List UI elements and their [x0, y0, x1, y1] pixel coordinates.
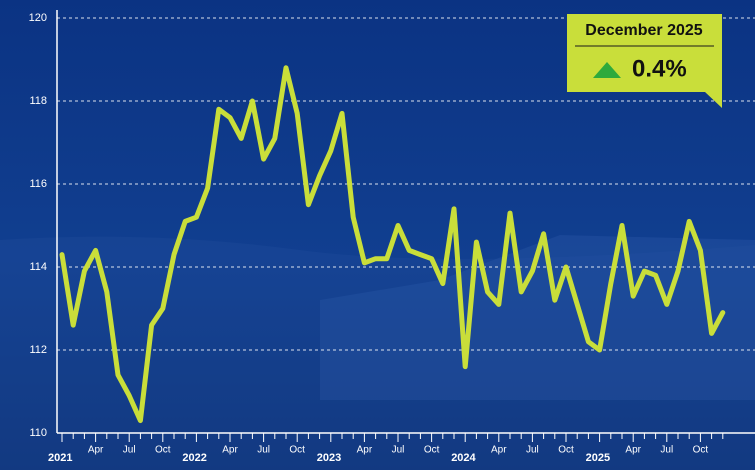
x-tick-label: 2024 [451, 452, 476, 464]
x-tick-label: Oct [155, 445, 171, 456]
callout-title: December 2025 [585, 22, 703, 39]
y-tick-label: 114 [29, 261, 47, 273]
x-tick-label: Apr [625, 445, 641, 456]
callout-box [567, 14, 722, 108]
up-arrow [593, 62, 621, 78]
callout: December 2025 0.4% [567, 14, 722, 108]
x-tick-label: 2023 [317, 452, 341, 464]
data-line [59, 65, 726, 424]
background-hills [0, 236, 755, 470]
x-tick-label: Apr [491, 445, 507, 456]
x-tick-label: 2025 [586, 452, 610, 464]
x-tick-label: Apr [357, 445, 373, 456]
x-tick-label: Oct [558, 445, 574, 456]
x-tick-label: Oct [693, 445, 709, 456]
callout-change: 0.4% [632, 55, 687, 82]
x-tick-label: Oct [289, 445, 305, 456]
x-tick-label: 2021 [48, 452, 72, 464]
x-tick-label: Jul [123, 445, 136, 456]
x-tick-label: Jul [660, 445, 673, 456]
x-tick-label: Jul [526, 445, 539, 456]
x-tick-label: 2022 [182, 452, 206, 464]
y-tick-label: 110 [29, 427, 47, 439]
x-tick-label: Jul [392, 445, 405, 456]
x-tick-label: Oct [424, 445, 440, 456]
y-tick-label: 112 [29, 344, 47, 356]
x-tick-label: Apr [222, 445, 238, 456]
y-tick-label: 116 [29, 178, 47, 190]
y-tick-label: 120 [29, 12, 47, 24]
background-truck [320, 235, 755, 400]
x-tick-label: Jul [257, 445, 270, 456]
x-tick-label: Apr [88, 445, 104, 456]
y-tick-label: 118 [29, 95, 47, 107]
